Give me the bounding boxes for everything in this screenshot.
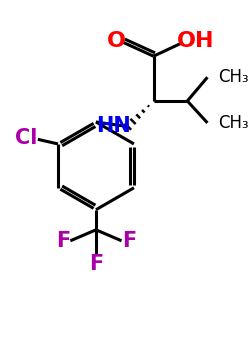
Text: F: F bbox=[89, 254, 103, 274]
Text: O: O bbox=[106, 31, 126, 51]
Text: CH₃: CH₃ bbox=[218, 114, 249, 132]
Text: CH₃: CH₃ bbox=[218, 68, 249, 86]
Text: F: F bbox=[122, 231, 136, 251]
Text: HN: HN bbox=[96, 116, 131, 136]
Text: OH: OH bbox=[177, 31, 214, 51]
Text: Cl: Cl bbox=[15, 128, 37, 148]
Text: F: F bbox=[56, 231, 70, 251]
